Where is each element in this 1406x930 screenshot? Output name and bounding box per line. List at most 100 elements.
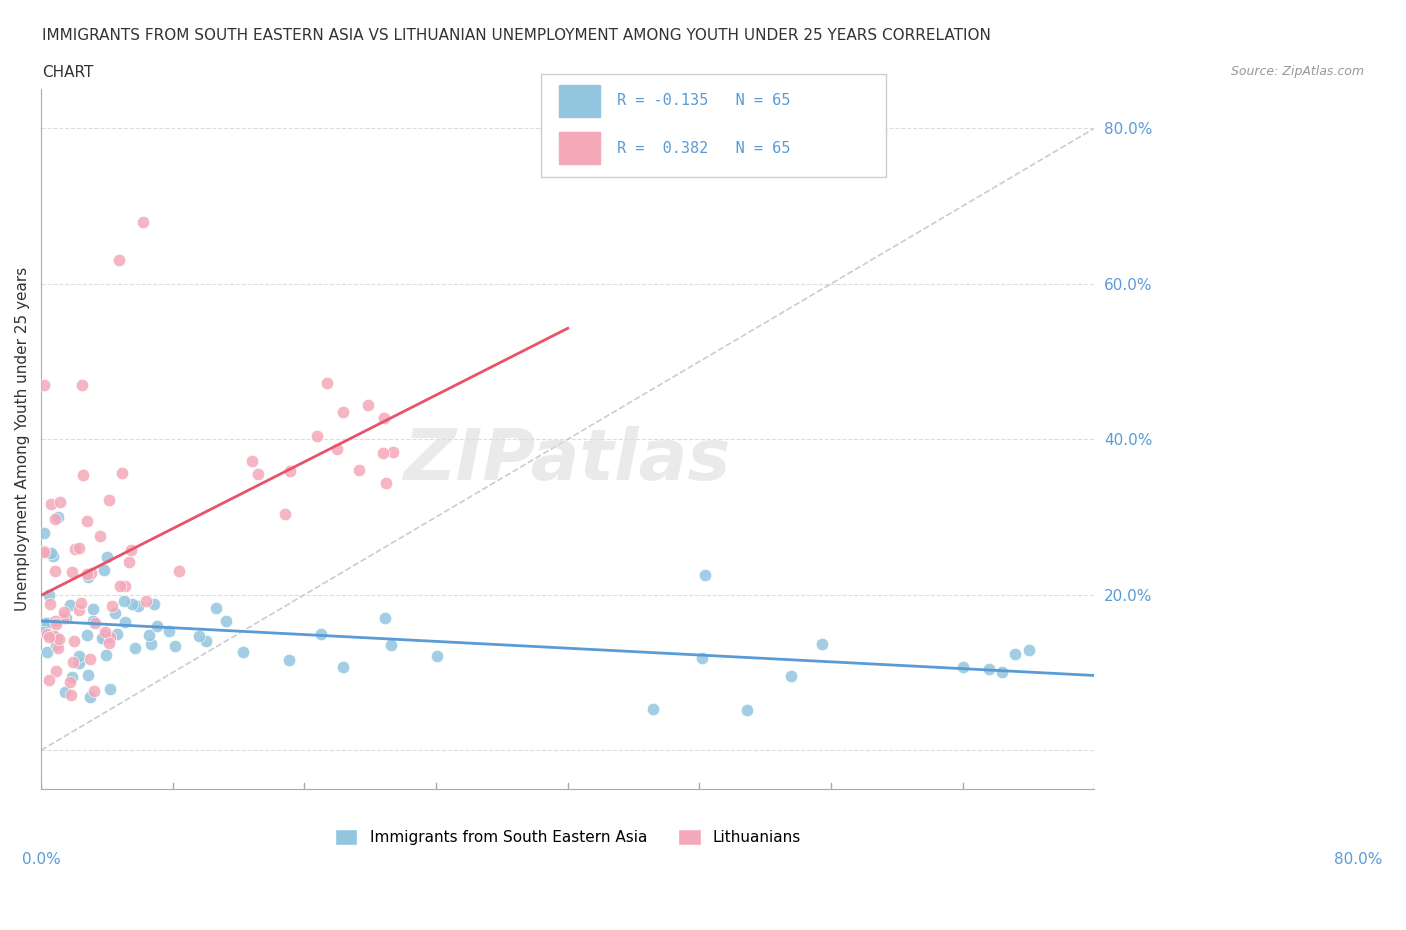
Text: R =  0.382   N = 65: R = 0.382 N = 65 (617, 140, 790, 155)
Point (82, 602, 104, 617)
Point (60, 565, 83, 579)
Point (63, 633, 86, 648)
Point (39, 546, 62, 561)
Point (104, 605, 127, 620)
Point (44, 512, 66, 526)
Point (58, 674, 80, 689)
Point (278, 464, 301, 479)
Point (46, 641, 69, 656)
Point (39, 497, 62, 512)
Point (82, 614, 104, 629)
Point (98, 682, 121, 697)
Point (141, 637, 163, 652)
Point (94, 625, 117, 640)
Point (426, 648, 449, 663)
Text: CHART: CHART (42, 65, 94, 80)
Point (90, 631, 112, 645)
Point (811, 636, 834, 651)
Point (695, 567, 717, 582)
Text: R = -0.135   N = 65: R = -0.135 N = 65 (617, 94, 790, 109)
Point (93, 563, 115, 578)
Point (187, 629, 209, 644)
Point (72, 468, 94, 483)
Point (108, 578, 131, 593)
Point (735, 702, 758, 717)
Point (98, 635, 121, 650)
Point (205, 601, 228, 616)
Point (53, 604, 76, 619)
Point (373, 411, 395, 426)
Point (34, 544, 56, 559)
Point (52, 611, 75, 626)
Point (83, 683, 105, 698)
Point (643, 701, 665, 716)
Point (952, 659, 974, 674)
Point (332, 660, 354, 675)
Point (53, 685, 76, 700)
Text: 80.0%: 80.0% (1333, 852, 1382, 867)
Point (124, 641, 146, 656)
Point (42, 629, 65, 644)
Point (46, 510, 69, 525)
Point (240, 454, 263, 469)
Point (84, 616, 107, 631)
Point (347, 462, 370, 477)
Point (79, 652, 101, 667)
Text: ZIPatlas: ZIPatlas (404, 426, 731, 495)
Point (307, 429, 329, 444)
Point (70, 596, 93, 611)
Point (60, 670, 83, 684)
Point (79, 690, 101, 705)
Point (309, 627, 332, 642)
Point (163, 639, 186, 654)
Point (100, 598, 122, 613)
Point (32, 544, 55, 559)
Point (55, 611, 77, 626)
Point (138, 628, 160, 643)
Point (38, 672, 60, 687)
Bar (558, 132, 600, 165)
Point (44, 614, 66, 629)
Point (93, 628, 115, 643)
Point (127, 599, 149, 614)
Point (977, 661, 1000, 676)
Point (112, 594, 135, 609)
Point (67, 648, 90, 663)
Point (132, 214, 155, 229)
Point (39, 597, 62, 612)
Point (232, 644, 254, 659)
Point (48, 494, 70, 509)
Point (79, 565, 101, 580)
Point (77, 569, 100, 584)
Point (114, 579, 136, 594)
Point (380, 637, 402, 652)
Point (114, 615, 136, 630)
Point (690, 651, 713, 666)
Point (69, 656, 91, 671)
Point (32, 525, 55, 540)
Point (42, 549, 65, 564)
Point (142, 597, 165, 612)
Point (38, 588, 60, 603)
Point (67, 541, 90, 556)
Bar (558, 85, 600, 117)
Point (779, 669, 801, 684)
Point (373, 445, 395, 460)
Point (105, 627, 128, 642)
Point (76, 566, 98, 581)
Point (108, 253, 131, 268)
Point (63, 542, 86, 557)
Point (146, 618, 169, 633)
Point (135, 594, 157, 609)
Point (120, 543, 142, 558)
Point (45, 630, 67, 644)
Point (167, 564, 190, 578)
Point (98, 630, 121, 644)
Point (96, 550, 118, 565)
Text: Source: ZipAtlas.com: Source: ZipAtlas.com (1230, 65, 1364, 78)
Point (37, 616, 59, 631)
Point (374, 610, 396, 625)
Point (70, 378, 93, 392)
Point (326, 442, 349, 457)
Point (35, 627, 58, 642)
